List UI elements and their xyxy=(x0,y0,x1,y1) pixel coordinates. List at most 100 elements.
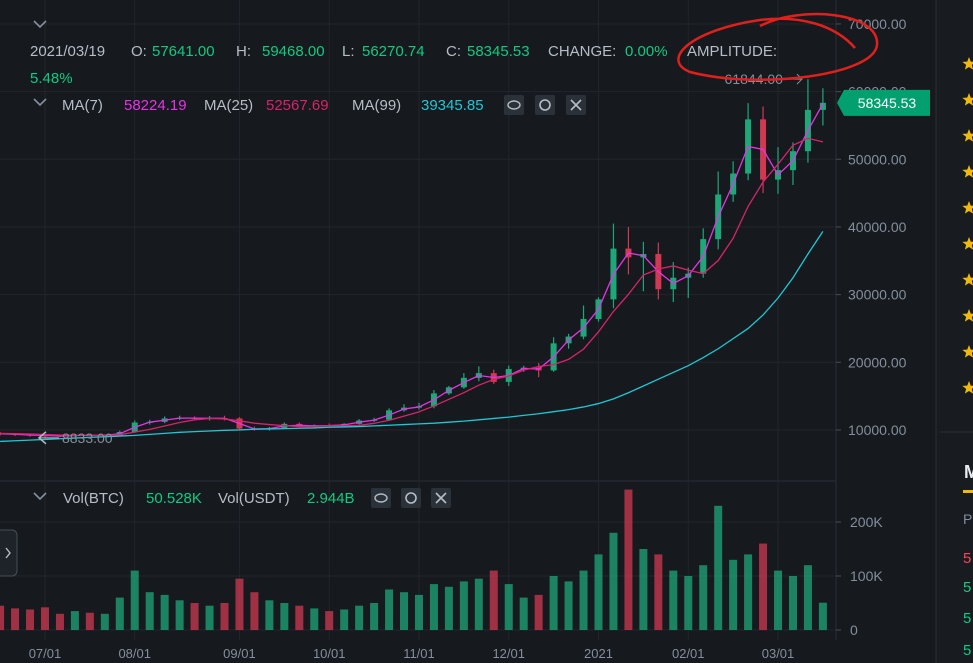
legend-value: 39345.85 xyxy=(421,97,484,114)
volume-bar xyxy=(609,532,618,630)
x-tick-label: 07/01 xyxy=(29,646,62,661)
ma-chevron[interactable] xyxy=(33,98,47,107)
expand-icon xyxy=(5,547,11,559)
volume-bar xyxy=(684,575,693,630)
collapse-chevron[interactable] xyxy=(33,20,47,29)
volume-bar xyxy=(115,597,124,630)
volume-bar xyxy=(774,570,783,630)
volume-bar xyxy=(355,605,364,630)
sidebar-heading: M xyxy=(964,462,973,482)
high-label: H: xyxy=(236,43,251,60)
volume-bar xyxy=(759,543,768,630)
volume-bar xyxy=(85,612,94,630)
legend-value: 58224.19 xyxy=(124,97,187,114)
amplitude-label: AMPLITUDE: xyxy=(687,43,777,60)
star-icon[interactable] xyxy=(962,129,973,142)
low-label: L: xyxy=(342,43,355,60)
volume-bar xyxy=(489,570,498,630)
y-tick-label: 30000.00 xyxy=(848,287,907,303)
y-tick-label: 10000.00 xyxy=(848,422,907,438)
volume-bar xyxy=(459,581,468,630)
icon-button[interactable] xyxy=(535,95,555,115)
x-tick-label: 10/01 xyxy=(313,646,346,661)
open-label: O: xyxy=(131,43,147,60)
star-icon[interactable] xyxy=(962,237,973,250)
icon-button[interactable] xyxy=(371,488,391,508)
date: 2021/03/19 xyxy=(30,43,105,60)
vol-chevron[interactable] xyxy=(33,492,47,501)
volume-bar xyxy=(280,602,289,630)
volume-bar xyxy=(205,605,214,630)
volume-bar xyxy=(549,575,558,630)
high: 59468.00 xyxy=(262,43,325,60)
close-label: C: xyxy=(446,43,461,60)
close: 58345.53 xyxy=(467,43,530,60)
icon-button[interactable] xyxy=(504,95,524,115)
low: 56270.74 xyxy=(362,43,425,60)
volume-bar xyxy=(130,570,139,630)
star-icon[interactable] xyxy=(962,381,973,394)
volume-bar xyxy=(534,594,543,630)
y-tick-label: 40000.00 xyxy=(848,219,907,235)
volume-bar xyxy=(639,548,648,630)
min-label: 8833.00 xyxy=(62,430,113,446)
volume-bar xyxy=(370,602,379,630)
x-tick-label: 2021 xyxy=(584,646,613,661)
eye-icon xyxy=(507,100,521,110)
volume-bar xyxy=(744,554,753,630)
volume-bar xyxy=(11,608,20,630)
volume-bar xyxy=(818,602,827,630)
sidebar-sub: P xyxy=(963,511,972,527)
legend-name: MA(7) xyxy=(62,97,103,114)
volume-name: Vol(BTC) xyxy=(63,490,124,507)
star-icon[interactable] xyxy=(962,309,973,322)
volume-bar xyxy=(414,594,423,630)
max-arrowhead xyxy=(796,73,803,85)
ma-line xyxy=(0,231,824,443)
volume-bar xyxy=(385,589,394,630)
volume-bar xyxy=(55,613,64,630)
sidebar-row: 5 xyxy=(963,610,971,627)
volume-bar xyxy=(340,609,349,630)
volume-bar xyxy=(624,489,633,630)
volume-bar xyxy=(504,584,513,630)
x-tick-label: 11/01 xyxy=(403,646,435,661)
volume-bar xyxy=(579,570,588,630)
x-tick-label: 03/01 xyxy=(762,646,795,661)
open: 57641.00 xyxy=(152,43,215,60)
sidebar xyxy=(936,0,973,663)
volume-bar xyxy=(429,584,438,630)
volume-bar xyxy=(26,609,35,630)
volume-value: 2.944B xyxy=(307,490,355,507)
icon-button[interactable] xyxy=(401,488,421,508)
volume-bar xyxy=(803,565,812,630)
volume-bar xyxy=(699,565,708,630)
star-icon[interactable] xyxy=(962,57,973,70)
volume-bar xyxy=(145,592,154,630)
volume-value: 50.528K xyxy=(146,490,202,507)
volume-tick-label: 100K xyxy=(850,568,883,584)
ma-line xyxy=(0,137,824,437)
volume-bar xyxy=(220,602,229,630)
volume-bar xyxy=(400,592,409,630)
star-icon[interactable] xyxy=(962,93,973,106)
volume-bar xyxy=(714,505,723,630)
volume-bar xyxy=(788,575,797,630)
expand-button[interactable] xyxy=(0,529,18,577)
star-icon[interactable] xyxy=(962,165,973,178)
sidebar-row: 5 xyxy=(963,550,971,567)
volume-bar xyxy=(265,600,274,630)
star-icon[interactable] xyxy=(962,273,973,286)
legend-name: MA(25) xyxy=(204,97,253,114)
star-icon[interactable] xyxy=(962,345,973,358)
star-icon[interactable] xyxy=(962,201,973,214)
volume-bar xyxy=(444,586,453,630)
sidebar-row: 5 xyxy=(963,579,971,596)
legend-value: 52567.69 xyxy=(266,97,329,114)
volume-bar xyxy=(295,605,304,630)
favorites xyxy=(962,57,973,394)
volume-bar xyxy=(40,607,49,630)
sidebar-row: 5 xyxy=(963,642,971,659)
y-tick-label: 50000.00 xyxy=(848,151,907,167)
